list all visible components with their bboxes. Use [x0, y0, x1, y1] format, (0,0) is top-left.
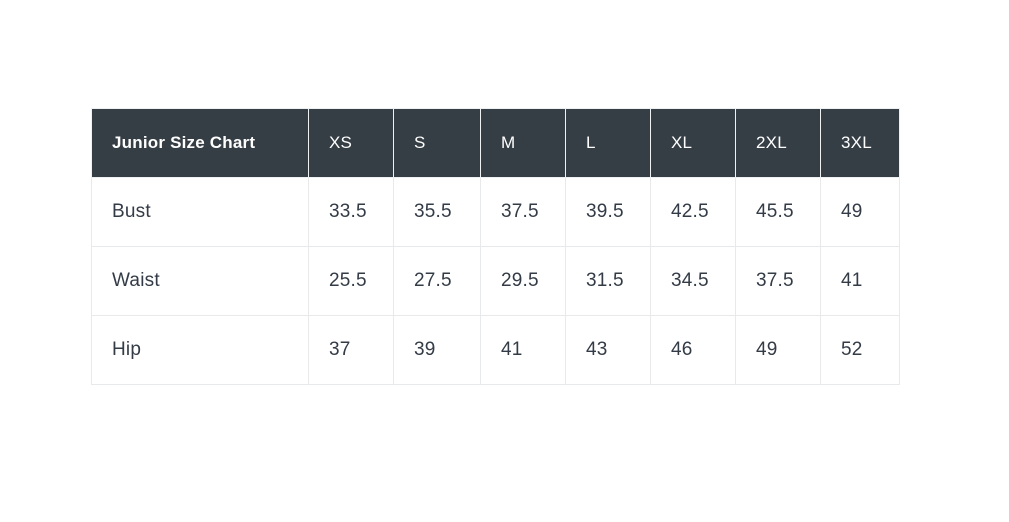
column-header-xl: XL	[650, 108, 736, 178]
column-header-xs: XS	[308, 108, 394, 178]
measurement-cell: 45.5	[735, 177, 821, 247]
measurement-cell: 27.5	[393, 246, 481, 316]
row-label-waist: Waist	[91, 246, 309, 316]
measurement-cell: 39	[393, 315, 481, 385]
measurement-cell: 52	[820, 315, 900, 385]
measurement-cell: 41	[480, 315, 566, 385]
column-header-l: L	[565, 108, 651, 178]
measurement-cell: 42.5	[650, 177, 736, 247]
row-label-bust: Bust	[91, 177, 309, 247]
measurement-cell: 31.5	[565, 246, 651, 316]
measurement-cell: 37	[308, 315, 394, 385]
measurement-cell: 39.5	[565, 177, 651, 247]
measurement-cell: 35.5	[393, 177, 481, 247]
measurement-cell: 41	[820, 246, 900, 316]
table-row-bust: Bust 33.5 35.5 37.5 39.5 42.5 45.5 49	[91, 177, 900, 247]
column-header-m: M	[480, 108, 566, 178]
measurement-cell: 43	[565, 315, 651, 385]
table-row-waist: Waist 25.5 27.5 29.5 31.5 34.5 37.5 41	[91, 246, 900, 316]
table-title-cell: Junior Size Chart	[91, 108, 309, 178]
measurement-cell: 49	[735, 315, 821, 385]
measurement-cell: 37.5	[480, 177, 566, 247]
measurement-cell: 37.5	[735, 246, 821, 316]
junior-size-chart-table: Junior Size Chart XS S M L XL 2XL 3XL Bu…	[91, 108, 900, 385]
measurement-cell: 25.5	[308, 246, 394, 316]
row-label-hip: Hip	[91, 315, 309, 385]
measurement-cell: 49	[820, 177, 900, 247]
table-header-row: Junior Size Chart XS S M L XL 2XL 3XL	[91, 108, 900, 178]
measurement-cell: 46	[650, 315, 736, 385]
measurement-cell: 34.5	[650, 246, 736, 316]
table-row-hip: Hip 37 39 41 43 46 49 52	[91, 315, 900, 385]
column-header-s: S	[393, 108, 481, 178]
measurement-cell: 29.5	[480, 246, 566, 316]
column-header-2xl: 2XL	[735, 108, 821, 178]
measurement-cell: 33.5	[308, 177, 394, 247]
column-header-3xl: 3XL	[820, 108, 900, 178]
